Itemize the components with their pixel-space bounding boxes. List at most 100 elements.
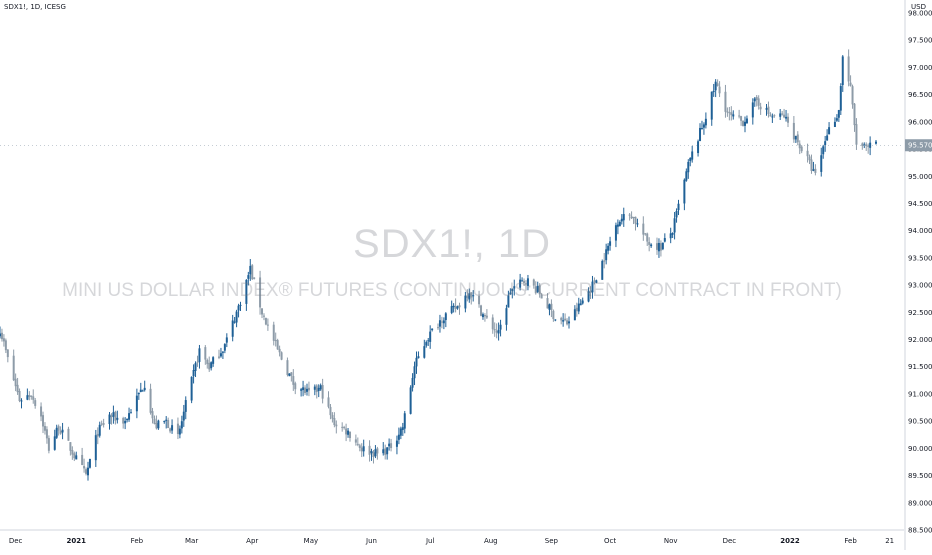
ohlc-bar[interactable] bbox=[169, 427, 172, 434]
ohlc-bar[interactable] bbox=[481, 312, 484, 320]
ohlc-bar[interactable] bbox=[431, 328, 434, 332]
ohlc-bar[interactable] bbox=[196, 355, 199, 367]
ohlc-bar[interactable] bbox=[358, 443, 361, 452]
ohlc-bar[interactable] bbox=[609, 236, 612, 251]
ohlc-bar[interactable] bbox=[452, 303, 455, 313]
ohlc-bar[interactable] bbox=[716, 79, 719, 87]
ohlc-bar[interactable] bbox=[507, 290, 510, 308]
ohlc-bar[interactable] bbox=[839, 83, 842, 116]
ohlc-bar[interactable] bbox=[42, 411, 45, 434]
ohlc-bar[interactable] bbox=[108, 411, 111, 430]
ohlc-bar[interactable] bbox=[575, 302, 578, 317]
ohlc-bar[interactable] bbox=[700, 120, 703, 130]
ohlc-bar[interactable] bbox=[266, 318, 269, 331]
ohlc-bar[interactable] bbox=[331, 412, 334, 423]
ohlc-bar[interactable] bbox=[122, 416, 125, 429]
ohlc-bar[interactable] bbox=[116, 410, 119, 424]
ohlc-bar[interactable] bbox=[616, 219, 619, 235]
ohlc-bar[interactable] bbox=[221, 351, 224, 360]
ohlc-bar[interactable] bbox=[28, 391, 31, 401]
ohlc-bar[interactable] bbox=[55, 424, 58, 439]
ohlc-bar[interactable] bbox=[745, 115, 748, 124]
ohlc-bar[interactable] bbox=[689, 157, 692, 167]
ohlc-bar[interactable] bbox=[69, 442, 72, 456]
ohlc-bar[interactable] bbox=[53, 429, 56, 451]
ohlc-bar[interactable] bbox=[374, 445, 377, 459]
ohlc-bar[interactable] bbox=[826, 129, 829, 141]
ohlc-bar[interactable] bbox=[812, 161, 815, 172]
ohlc-bar[interactable] bbox=[18, 388, 21, 403]
ohlc-bar[interactable] bbox=[562, 313, 565, 327]
ohlc-bar[interactable] bbox=[650, 243, 653, 248]
ohlc-bar[interactable] bbox=[347, 427, 350, 438]
ohlc-bar[interactable] bbox=[225, 333, 228, 348]
ohlc-bar[interactable] bbox=[124, 417, 127, 430]
ohlc-bar[interactable] bbox=[176, 417, 179, 440]
ohlc-bar[interactable] bbox=[796, 131, 799, 146]
ohlc-bar[interactable] bbox=[554, 319, 557, 322]
ohlc-bar[interactable] bbox=[697, 139, 700, 157]
ohlc-bar[interactable] bbox=[0, 326, 1, 339]
ohlc-bar[interactable] bbox=[513, 279, 516, 296]
ohlc-bar[interactable] bbox=[40, 402, 43, 422]
ohlc-bar[interactable] bbox=[853, 103, 856, 132]
ohlc-bar[interactable] bbox=[157, 419, 160, 430]
ohlc-bar[interactable] bbox=[560, 316, 563, 325]
ohlc-bar[interactable] bbox=[659, 240, 662, 257]
ohlc-bar[interactable] bbox=[415, 351, 418, 374]
ohlc-bar[interactable] bbox=[751, 98, 754, 125]
ohlc-bar[interactable] bbox=[743, 116, 746, 133]
ohlc-bar[interactable] bbox=[683, 178, 686, 211]
ohlc-bar[interactable] bbox=[620, 214, 623, 225]
ohlc-bar[interactable] bbox=[151, 407, 154, 424]
ohlc-bar[interactable] bbox=[466, 289, 469, 302]
ohlc-bar[interactable] bbox=[828, 122, 831, 135]
ohlc-bar[interactable] bbox=[71, 446, 74, 460]
ohlc-bar[interactable] bbox=[218, 349, 220, 360]
ohlc-bar[interactable] bbox=[286, 357, 289, 377]
ohlc-bar[interactable] bbox=[73, 451, 76, 462]
ohlc-bar[interactable] bbox=[607, 243, 610, 255]
ohlc-bar[interactable] bbox=[552, 309, 555, 322]
ohlc-bar[interactable] bbox=[861, 142, 864, 150]
ohlc-bar[interactable] bbox=[417, 351, 420, 359]
ohlc-bar[interactable] bbox=[710, 91, 713, 126]
ohlc-bar[interactable] bbox=[673, 211, 676, 240]
ohlc-bar[interactable] bbox=[4, 338, 7, 354]
ohlc-bar[interactable] bbox=[192, 364, 195, 384]
ohlc-bar[interactable] bbox=[96, 427, 99, 445]
ohlc-bar[interactable] bbox=[769, 112, 772, 117]
ohlc-bar[interactable] bbox=[14, 373, 17, 392]
ohlc-bar[interactable] bbox=[519, 273, 522, 291]
ohlc-bar[interactable] bbox=[577, 297, 580, 315]
ohlc-bar[interactable] bbox=[110, 413, 113, 425]
ohlc-bar[interactable] bbox=[149, 383, 152, 415]
ohlc-bar[interactable] bbox=[806, 143, 809, 163]
ohlc-bar[interactable] bbox=[212, 356, 215, 367]
ohlc-bar[interactable] bbox=[787, 113, 790, 128]
ohlc-bar[interactable] bbox=[327, 391, 330, 409]
ohlc-bar[interactable] bbox=[382, 442, 385, 456]
ohlc-bar[interactable] bbox=[699, 123, 702, 142]
ohlc-bar[interactable] bbox=[456, 305, 459, 310]
ohlc-bar[interactable] bbox=[742, 120, 745, 127]
ohlc-bar[interactable] bbox=[648, 237, 651, 252]
ohlc-bar[interactable] bbox=[274, 332, 277, 347]
ohlc-bar[interactable] bbox=[564, 313, 567, 322]
ohlc-bar[interactable] bbox=[536, 281, 539, 294]
ohlc-bar[interactable] bbox=[384, 444, 387, 460]
ohlc-bar[interactable] bbox=[671, 232, 674, 238]
ohlc-bar[interactable] bbox=[511, 288, 514, 299]
ohlc-bar[interactable] bbox=[548, 303, 551, 316]
ohlc-bar[interactable] bbox=[165, 416, 168, 429]
ohlc-bar[interactable] bbox=[685, 168, 688, 182]
ohlc-bar[interactable] bbox=[264, 317, 267, 326]
ohlc-bar[interactable] bbox=[440, 316, 443, 329]
ohlc-bar[interactable] bbox=[724, 84, 727, 118]
ohlc-bar[interactable] bbox=[753, 97, 756, 107]
ohlc-bar[interactable] bbox=[34, 397, 37, 409]
ohlc-bar[interactable] bbox=[587, 287, 590, 303]
ohlc-bar[interactable] bbox=[85, 467, 88, 476]
ohlc-bar[interactable] bbox=[386, 447, 389, 460]
ohlc-bar[interactable] bbox=[155, 415, 158, 430]
